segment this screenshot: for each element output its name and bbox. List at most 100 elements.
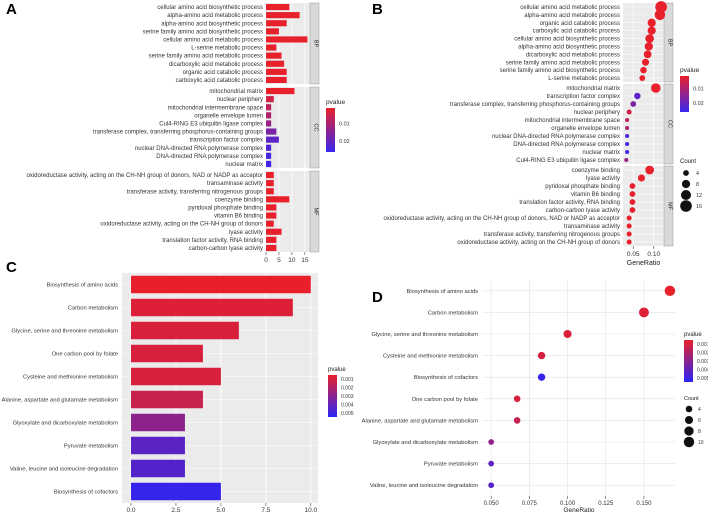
panel-a-legend-title: pvalue	[326, 99, 346, 106]
panel-d-size-legend-title: Count	[684, 396, 699, 402]
panel-d-term-label: Glyoxylate and dicarboxylate metabolism	[373, 440, 479, 446]
panel-label-b: B	[372, 1, 383, 18]
panel-c-x-tick-label: 2.5	[171, 507, 180, 513]
panel-a-term-label: alpha-amino acid metabolic process	[167, 13, 263, 19]
panel-b-term-label: nuclear periphery	[574, 110, 620, 116]
panel-b-dot	[626, 239, 632, 245]
panel-d-colorbar	[684, 340, 693, 382]
panel-d-term-label: Biosynthesis of cofactors	[414, 375, 478, 381]
panel-a-term-label: oxidoreductase activity, acting on the C…	[100, 222, 263, 228]
panel-c-bar	[130, 413, 185, 432]
panel-b-term-label: transcription factor complex	[547, 94, 620, 100]
panel-c-bar	[130, 436, 185, 455]
panel-d-legend-title: pvalue	[684, 332, 702, 338]
panel-b-term-label: oxidoreductase activity, acting on the C…	[457, 240, 620, 246]
panel-a-term-label: carbon-carbon lyase activity	[189, 246, 263, 252]
panel-a-term-label: transferase complex, transferring phosph…	[93, 130, 263, 136]
panel-a-term-label: transaminase activity	[207, 181, 263, 187]
panel-d-term-label: Valine, leucine and isoleucine degradati…	[370, 483, 478, 489]
panel-c-x-tick-label: 5.0	[216, 507, 225, 513]
panel-b-size-legend-label: 12	[696, 193, 702, 199]
panel-b-term-label: cellular amino acid metabolic process	[520, 5, 620, 11]
panel-b-dot	[641, 58, 650, 66]
panel-a-bar	[266, 171, 274, 179]
panel-b-facet-bg	[623, 84, 664, 164]
panel-b-dot	[644, 42, 653, 51]
panel-a-bar	[266, 87, 295, 95]
panel-b-dot	[626, 223, 632, 229]
panel-b-term-label: dicarboxylic acid metabolic process	[526, 52, 620, 58]
panel-b-dot	[639, 75, 646, 81]
panel-b-dot	[629, 199, 636, 205]
panel-d-size-legend-label: 8	[698, 429, 701, 435]
panel-b-x-tick-label: 0.05	[627, 251, 640, 258]
panel-b-term-label: transaminase activity	[564, 224, 620, 230]
panel-d-dot	[488, 482, 495, 489]
panel-d-size-legend-dot	[684, 426, 694, 436]
panel-a-bar	[266, 236, 277, 243]
panel-d-x-axis-title: GeneRatio	[563, 507, 594, 513]
panel-c-term-label: Biosynthesis of cofactors	[54, 490, 118, 496]
panel-b-dot	[629, 191, 636, 197]
panel-a-x-tick-label: 5	[277, 257, 281, 264]
panel-a-term-label: carboxylic acid catabolic process	[176, 78, 263, 84]
panel-b-term-label: organic acid catabolic process	[540, 21, 620, 27]
panel-a-bar	[266, 244, 277, 252]
panel-c-legend-tick: 0.005	[341, 411, 354, 417]
panel-c-bar	[130, 298, 293, 317]
panel-b-dot	[637, 174, 646, 182]
panel-c-term-label: Valine, leucine and isoleucine degradati…	[10, 467, 118, 473]
panel-a-colorbar	[326, 108, 335, 152]
panel-c-term-label: Glycine, serine and threonine metabolism	[11, 329, 118, 335]
panel-c-bar	[130, 275, 311, 294]
panel-a-bar	[266, 196, 290, 203]
panel-b-dot	[629, 207, 636, 213]
panel-a-bar	[266, 180, 274, 187]
panel-a-bar	[266, 220, 274, 227]
panel-b-term-label: alpha-amino acid metabolic process	[524, 13, 620, 19]
panel-b-term-label: carbon-carbon lyase activity	[546, 208, 620, 214]
panel-c-x-tick-label: 7.5	[261, 507, 270, 513]
panel-a-term-label: oxidoreductase activity, acting on the C…	[26, 173, 263, 179]
panel-b-legend-title: pvalue	[680, 67, 700, 74]
panel-b-x-tick-label: 0.10	[647, 251, 660, 258]
panel-a-bar	[266, 104, 272, 111]
panel-d-x-tick-label: 0.075	[522, 501, 538, 507]
panel-c-bar	[130, 390, 203, 409]
panel-a-bar	[266, 120, 272, 127]
panel-b-term-label: cellular amino acid biosynthetic process	[514, 37, 620, 43]
panel-c-legend-title: pvalue	[328, 367, 346, 373]
panel-b-term-label: transferase complex, transferring phosph…	[450, 102, 620, 108]
panel-c-term-label: Glyoxylate and dicarboxylate metabolism	[13, 421, 119, 427]
panel-c-term-label: Cysteine and methionine metabolism	[23, 375, 118, 381]
panel-b-term-label: serine family amino acid metabolic proce…	[506, 60, 620, 66]
panel-b-dot	[650, 83, 661, 93]
panel-b-size-legend-label: 16	[696, 204, 702, 210]
panel-a-bar	[266, 60, 285, 67]
panel-a-bar	[266, 36, 308, 43]
panel-b-dot	[626, 231, 632, 237]
panel-c-colorbar	[328, 375, 337, 417]
panel-d-size-legend-dot	[684, 415, 694, 425]
panel-d-dot	[513, 417, 521, 424]
panel-b-legend-tick: 0.02	[693, 101, 704, 107]
panel-b-size-legend-dot	[681, 179, 691, 189]
panel-d-size-legend-label: 10	[698, 440, 704, 446]
panel-b-dot	[625, 133, 630, 139]
panel-label-a: A	[6, 1, 17, 18]
panel-b-legend-tick: 0.01	[693, 87, 704, 93]
panel-b-term-label: mitochondrial intermembrane space	[525, 118, 621, 124]
panel-d-term-label: Biosynthesis of amino acids	[406, 289, 478, 295]
panel-b-dot	[625, 141, 630, 147]
panel-c-legend-tick: 0.003	[341, 394, 354, 400]
panel-a-bar	[266, 96, 274, 103]
panel-b-dot	[626, 215, 632, 221]
panel-c-x-tick-label: 10.0	[304, 507, 317, 513]
panel-b-term-label: alpha-amino acid biosynthetic process	[518, 44, 620, 50]
panel-c-bar	[130, 321, 239, 340]
panel-b-term-label: pyridoxal phosphate binding	[545, 184, 620, 190]
panel-b-size-legend-dot	[683, 170, 689, 176]
panel-a-term-label: nuclear periphery	[217, 97, 263, 103]
panel-b-size-legend-label: 8	[696, 182, 699, 188]
